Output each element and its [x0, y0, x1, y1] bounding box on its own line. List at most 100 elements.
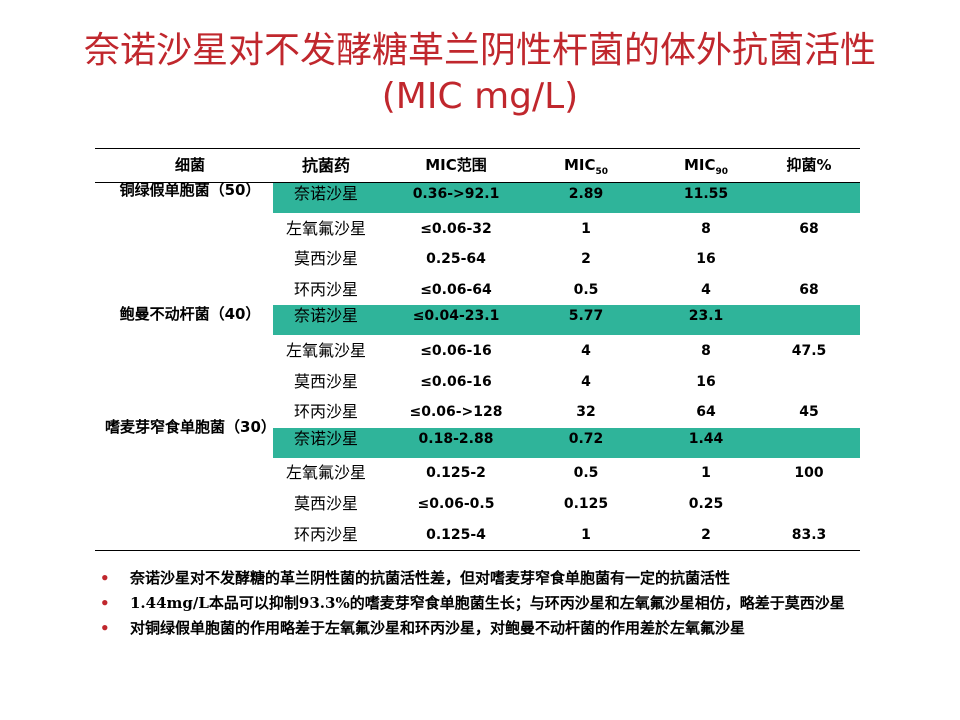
mic50-cell: 0.125 — [563, 495, 609, 512]
table-row: 莫西沙星 0.25-64 2 16 — [95, 244, 860, 275]
header-mic50: MIC50 — [563, 156, 609, 177]
table-row: 奈诺沙星 ≤0.04-23.1 5.77 23.1 — [95, 305, 860, 336]
mic90-cell: 8 — [701, 342, 711, 359]
mic-range-cell: 0.125-4 — [426, 526, 486, 543]
mic50-cell: 1 — [581, 526, 591, 543]
inhibition-cell — [761, 489, 857, 519]
mic-range-cell: ≤0.06-32 — [420, 220, 492, 237]
bullet-list: • 奈诺沙星对不发酵糖的革兰阴性菌的抗菌活性差，但对嗜麦芽窄食单胞菌有一定的抗菌活… — [100, 568, 920, 643]
inhibition-cell — [761, 244, 857, 274]
table-row: 环丙沙星 ≤0.06->128 32 64 45 — [95, 397, 860, 428]
mic90-cell: 0.25 — [688, 495, 724, 512]
inhibition-cell: 45 — [799, 404, 819, 421]
mic50-cell: 4 — [581, 373, 591, 390]
table-row: 莫西沙星 ≤0.06-16 4 16 — [95, 367, 860, 398]
mic50-cell: 1 — [581, 220, 591, 237]
mic50-cell: 0.5 — [573, 281, 599, 298]
table-row: 莫西沙星 ≤0.06-0.5 0.125 0.25 — [95, 489, 860, 520]
mic50-cell: 2 — [581, 251, 591, 268]
table-row: 环丙沙星 ≤0.06-64 0.5 4 68 — [95, 275, 860, 306]
mic-range-cell: ≤0.04-23.1 — [412, 308, 500, 325]
mic50-cell: 0.72 — [568, 430, 604, 447]
header-inhibition-pct: 抑菌% — [786, 156, 832, 174]
mic-range-cell: 0.18-2.88 — [418, 430, 494, 447]
drug-cell: 奈诺沙星 — [293, 306, 358, 326]
bullet-text: 奈诺沙星对不发酵糖的革兰阴性菌的抗菌活性差，但对嗜麦芽窄食单胞菌有一定的抗菌活性 — [130, 569, 731, 587]
bullet-item: • 1.44mg/L本品可以抑制93.3%的嗜麦芽窄食单胞菌生长；与环丙沙星和左氧… — [100, 593, 920, 614]
table-row: 左氧氟沙星 ≤0.06-16 4 8 47.5 — [95, 336, 860, 367]
highlight-band — [273, 183, 860, 213]
mic-range-cell: ≤0.06-0.5 — [417, 495, 495, 512]
title-line-1: 奈诺沙星对不发酵糖革兰阴性杆菌的体外抗菌活性 — [83, 30, 876, 71]
drug-cell: 莫西沙星 — [293, 249, 358, 269]
mic90-cell: 1.44 — [688, 430, 724, 447]
mic-range-cell: 0.36->92.1 — [412, 186, 500, 202]
mic-table: 细菌 抗菌药 MIC范围 MIC50 MIC90 抑菌% 奈诺沙星 0.36->9… — [95, 148, 860, 552]
drug-cell: 环丙沙星 — [293, 279, 358, 299]
drug-cell: 环丙沙星 — [293, 402, 358, 422]
mic90-cell: 2 — [701, 526, 711, 543]
table-row: 左氧氟沙星 ≤0.06-32 1 8 68 — [95, 214, 860, 245]
highlight-band — [273, 305, 860, 336]
drug-cell: 左氧氟沙星 — [285, 218, 366, 238]
bullet-item: • 奈诺沙星对不发酵糖的革兰阴性菌的抗菌活性差，但对嗜麦芽窄食单胞菌有一定的抗菌活… — [100, 568, 920, 589]
mic90-cell: 23.1 — [688, 308, 724, 325]
drug-cell: 环丙沙星 — [293, 524, 358, 544]
mic90-cell: 1 — [701, 465, 711, 482]
mic50-cell: 4 — [581, 342, 591, 359]
inhibition-cell — [761, 424, 857, 454]
mic-range-cell: ≤0.06->128 — [409, 404, 503, 421]
mic90-cell: 16 — [696, 251, 716, 268]
drug-cell: 莫西沙星 — [293, 493, 358, 513]
table-row: 奈诺沙星 0.36->92.1 2.89 11.55 — [95, 183, 860, 214]
inhibition-cell: 68 — [799, 220, 819, 237]
mic90-cell: 11.55 — [683, 186, 729, 202]
header-drug: 抗菌药 — [301, 156, 350, 175]
group-label: 鲍曼不动杆菌（40） — [119, 305, 261, 324]
mic-range-cell: 0.125-2 — [426, 465, 486, 482]
header-mic90: MIC90 — [683, 156, 729, 177]
table-header-row: 细菌 抗菌药 MIC范围 MIC50 MIC90 抑菌% — [95, 149, 860, 183]
mic90-cell: 4 — [701, 281, 711, 298]
mic50-cell: 2.89 — [568, 186, 604, 202]
bullet-text: 1.44mg/L本品可以抑制93.3%的嗜麦芽窄食单胞菌生长；与环丙沙星和左氧氟… — [130, 594, 845, 612]
drug-cell: 奈诺沙星 — [293, 184, 358, 203]
mic-range-cell: 0.25-64 — [426, 251, 486, 268]
mic-range-cell: ≤0.06-16 — [420, 342, 492, 359]
table-body: 奈诺沙星 0.36->92.1 2.89 11.55 左氧氟沙星 ≤0.06-32 1 8 68… — [95, 181, 860, 551]
drug-cell: 左氧氟沙星 — [285, 340, 366, 360]
mic50-cell: 32 — [576, 404, 596, 421]
title-line-2: (MIC mg/L) — [381, 76, 579, 117]
drug-cell: 奈诺沙星 — [293, 428, 358, 448]
mic50-cell: 0.5 — [573, 465, 599, 482]
mic-range-cell: ≤0.06-16 — [420, 373, 492, 390]
inhibition-cell: 83.3 — [791, 526, 827, 543]
slide-title: 奈诺沙星对不发酵糖革兰阴性杆菌的体外抗菌活性 (MIC mg/L) — [0, 28, 960, 120]
header-bacteria: 细菌 — [174, 156, 205, 174]
group-label: 铜绿假单胞菌（50） — [119, 181, 261, 199]
table-row: 奈诺沙星 0.18-2.88 0.72 1.44 — [95, 427, 860, 459]
drug-cell: 莫西沙星 — [293, 371, 358, 391]
inhibition-cell — [761, 301, 857, 331]
inhibition-cell: 100 — [794, 465, 824, 482]
mic50-cell: 5.77 — [568, 308, 604, 325]
bullet-dot-icon: • — [100, 569, 110, 587]
bullet-item: • 对铜绿假单胞菌的作用略差于左氧氟沙星和环丙沙星，对鲍曼不动杆菌的作用差於左氧氟… — [100, 618, 920, 639]
table-row: 左氧氟沙星 0.125-2 0.5 1 100 — [95, 458, 860, 489]
inhibition-cell: 47.5 — [791, 342, 827, 359]
inhibition-cell — [761, 179, 857, 209]
inhibition-cell — [761, 367, 857, 397]
bullet-dot-icon: • — [100, 594, 110, 612]
bullet-dot-icon: • — [100, 619, 110, 637]
inhibition-cell: 68 — [799, 281, 819, 298]
header-mic-range: MIC范围 — [425, 156, 487, 174]
mic90-cell: 16 — [696, 373, 716, 390]
mic90-cell: 64 — [696, 404, 716, 421]
mic90-cell: 8 — [701, 220, 711, 237]
mic-range-cell: ≤0.06-64 — [420, 281, 492, 298]
table-row: 环丙沙星 0.125-4 1 2 83.3 — [95, 520, 860, 551]
drug-cell: 左氧氟沙星 — [285, 463, 366, 483]
bullet-text: 对铜绿假单胞菌的作用略差于左氧氟沙星和环丙沙星，对鲍曼不动杆菌的作用差於左氧氟沙… — [130, 619, 746, 637]
group-label: 嗜麦芽窄食单胞菌（30） — [105, 417, 276, 436]
highlight-band — [273, 427, 860, 458]
